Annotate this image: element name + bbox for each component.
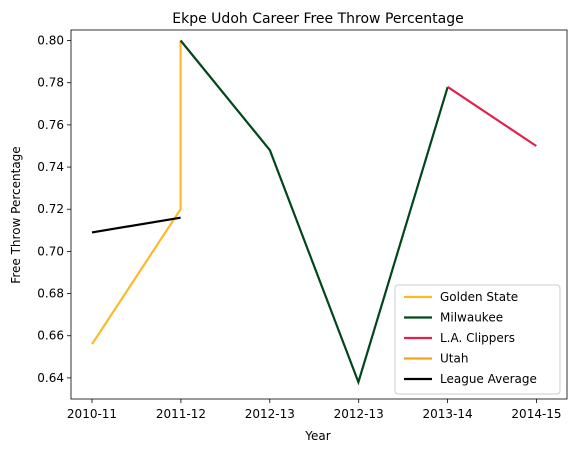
x-tick-label: 2012-13 — [245, 407, 295, 421]
series-line-golden-state — [91, 40, 182, 345]
legend-label: Utah — [440, 352, 468, 366]
y-tick-label: 0.68 — [37, 287, 64, 301]
x-axis: 2010-11 2011-12 2012-13 2012-13 2013-14 2014-… — [67, 399, 562, 421]
series-lines — [91, 39, 537, 386]
legend-label: L.A. Clippers — [440, 331, 515, 345]
y-tick-label: 0.66 — [37, 329, 64, 343]
y-tick-label: 0.78 — [37, 76, 64, 90]
y-tick-label: 0.74 — [37, 160, 64, 174]
y-tick-label: 0.72 — [37, 202, 64, 216]
y-tick-label: 0.70 — [37, 244, 64, 258]
plot-area — [70, 29, 568, 400]
y-tick-label: 0.80 — [37, 34, 64, 48]
legend-label: League Average — [440, 372, 537, 386]
y-tick-label: 0.76 — [37, 118, 64, 132]
x-tick-label: 2011-12 — [156, 407, 206, 421]
series-line-league-average — [91, 216, 181, 234]
legend: Golden State Milwaukee L.A. Clippers Utah Le… — [394, 284, 561, 395]
legend-box — [394, 284, 561, 395]
y-axis: 0.64 0.66 0.68 0.70 0.72 0.74 0.76 0.78 0.80 — [37, 34, 71, 385]
x-tick-label: 2010-11 — [67, 407, 117, 421]
x-tick-label: 2013-14 — [423, 407, 473, 421]
legend-label: Milwaukee — [440, 311, 503, 325]
chart-title: Ekpe Udoh Career Free Throw Percentage — [172, 11, 463, 27]
x-tick-label: 2012-13 — [334, 407, 384, 421]
y-tick-label: 0.64 — [37, 371, 64, 385]
series-line-l-a-clippers — [447, 85, 537, 147]
x-axis-title: Year — [304, 429, 330, 443]
legend-label: Golden State — [440, 290, 518, 304]
y-axis-title: Free Throw Percentage — [9, 146, 23, 283]
series-line-milwaukee — [179, 39, 449, 386]
x-tick-label: 2014-15 — [511, 407, 561, 421]
